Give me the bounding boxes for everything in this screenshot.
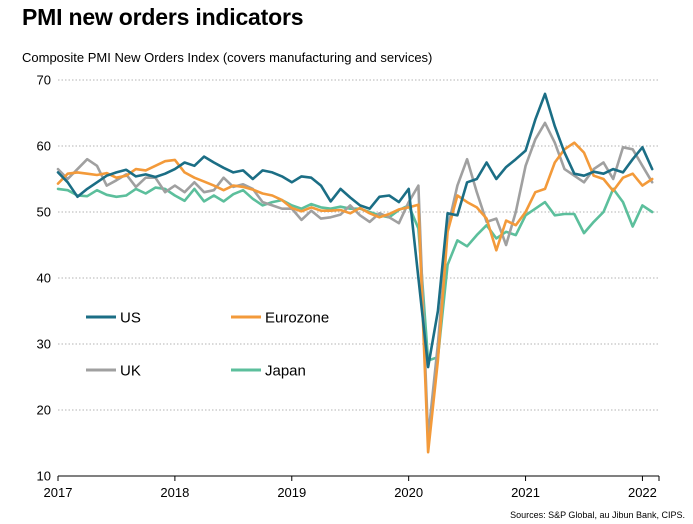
- chart-subtitle: Composite PMI New Orders Index (covers m…: [22, 50, 433, 65]
- legend-label-us: US: [120, 310, 141, 327]
- y-tick-label-70: 70: [37, 73, 51, 88]
- series-line-eurozone: [56, 141, 654, 454]
- y-tick-label-50: 50: [37, 205, 51, 220]
- series-line-us: [56, 92, 654, 369]
- y-tick-label-30: 30: [37, 337, 51, 352]
- x-tick-label-2018: 2018: [160, 485, 189, 500]
- y-tick-label-40: 40: [37, 271, 51, 286]
- legend-label-eurozone: Eurozone: [265, 310, 329, 327]
- series-line-japan: [56, 186, 654, 362]
- x-tick-label-2019: 2019: [277, 485, 306, 500]
- y-tick-label-20: 20: [37, 403, 51, 418]
- legend-label-japan: Japan: [265, 363, 306, 380]
- y-tick-label-10: 10: [37, 469, 51, 484]
- chart-source: Sources: S&P Global, au Jibun Bank, CIPS…: [510, 510, 685, 520]
- x-tick-label-2017: 2017: [44, 485, 73, 500]
- legend-label-uk: UK: [120, 363, 141, 380]
- chart-title: PMI new orders indicators: [22, 4, 304, 30]
- x-tick-label-2021: 2021: [511, 485, 540, 500]
- y-tick-label-60: 60: [37, 139, 51, 154]
- x-tick-label-2022: 2022: [628, 485, 657, 500]
- x-tick-label-2020: 2020: [394, 485, 423, 500]
